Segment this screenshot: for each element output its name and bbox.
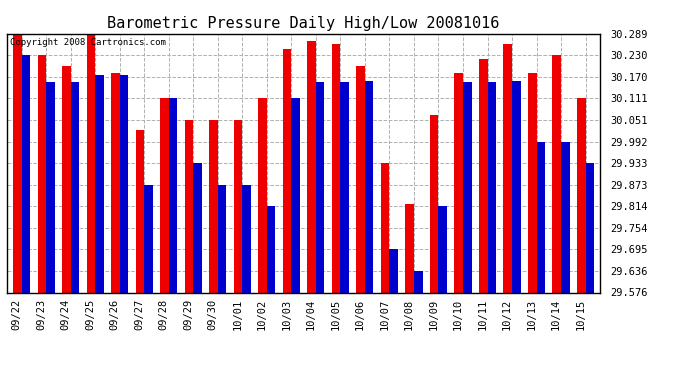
- Bar: [13, 34, 21, 292]
- Bar: [160, 98, 169, 292]
- Bar: [267, 206, 275, 292]
- Bar: [37, 55, 46, 292]
- Bar: [586, 163, 594, 292]
- Bar: [144, 185, 152, 292]
- Bar: [332, 44, 340, 292]
- Bar: [577, 98, 586, 292]
- Bar: [46, 82, 55, 292]
- Bar: [218, 185, 226, 292]
- Bar: [95, 75, 104, 292]
- Bar: [405, 204, 414, 292]
- Bar: [430, 115, 438, 292]
- Bar: [561, 141, 570, 292]
- Text: Copyright 2008 Cartronics.com: Copyright 2008 Cartronics.com: [10, 38, 166, 46]
- Bar: [258, 98, 267, 292]
- Bar: [365, 81, 373, 292]
- Bar: [136, 129, 144, 292]
- Bar: [70, 82, 79, 292]
- Bar: [504, 44, 512, 292]
- Bar: [234, 120, 242, 292]
- Bar: [463, 82, 471, 292]
- Title: Barometric Pressure Daily High/Low 20081016: Barometric Pressure Daily High/Low 20081…: [108, 16, 500, 31]
- Bar: [193, 163, 202, 292]
- Bar: [438, 206, 447, 292]
- Bar: [537, 141, 545, 292]
- Bar: [209, 120, 218, 292]
- Bar: [21, 55, 30, 292]
- Bar: [512, 81, 521, 292]
- Bar: [488, 82, 496, 292]
- Bar: [62, 66, 70, 292]
- Bar: [553, 55, 561, 292]
- Bar: [340, 82, 349, 292]
- Bar: [414, 271, 422, 292]
- Bar: [242, 185, 251, 292]
- Bar: [528, 73, 537, 292]
- Bar: [291, 98, 300, 292]
- Bar: [356, 66, 365, 292]
- Bar: [455, 73, 463, 292]
- Bar: [185, 120, 193, 292]
- Bar: [307, 40, 316, 292]
- Bar: [479, 59, 488, 292]
- Bar: [389, 249, 398, 292]
- Bar: [119, 75, 128, 292]
- Bar: [111, 73, 119, 292]
- Bar: [316, 82, 324, 292]
- Bar: [169, 98, 177, 292]
- Bar: [86, 34, 95, 292]
- Bar: [381, 163, 389, 292]
- Bar: [283, 49, 291, 292]
